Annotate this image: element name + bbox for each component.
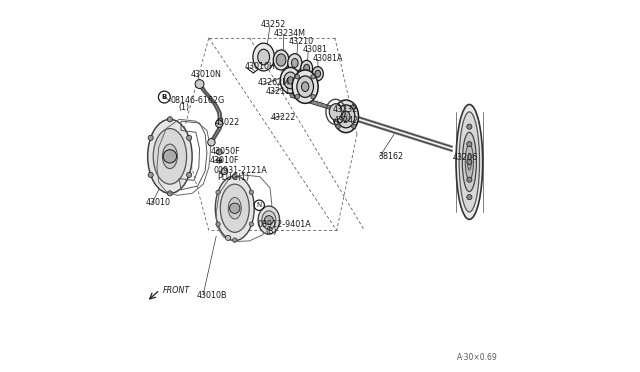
Ellipse shape (301, 60, 312, 76)
Ellipse shape (253, 43, 275, 71)
Circle shape (167, 117, 173, 122)
Circle shape (336, 124, 340, 128)
Ellipse shape (292, 70, 318, 103)
Text: 43010H: 43010H (244, 62, 275, 71)
Text: 08912-9401A: 08912-9401A (258, 220, 312, 229)
Ellipse shape (276, 54, 286, 66)
Circle shape (467, 195, 472, 200)
Circle shape (216, 149, 222, 155)
Text: B: B (162, 94, 167, 100)
Text: 43081: 43081 (303, 45, 328, 54)
Text: 43242: 43242 (333, 116, 359, 125)
Text: 43010F: 43010F (209, 156, 239, 165)
Circle shape (351, 104, 356, 109)
Circle shape (467, 159, 472, 164)
Circle shape (216, 190, 220, 195)
Circle shape (467, 124, 472, 129)
Text: (B): (B) (265, 227, 276, 236)
Ellipse shape (342, 111, 350, 122)
Ellipse shape (291, 58, 298, 67)
Circle shape (225, 235, 230, 240)
Ellipse shape (220, 184, 249, 232)
Text: 43234M: 43234M (274, 29, 306, 38)
Ellipse shape (467, 154, 471, 170)
Text: 43232: 43232 (333, 105, 358, 114)
Circle shape (264, 216, 273, 225)
Text: 43262M: 43262M (258, 78, 290, 87)
Text: 43010N: 43010N (191, 70, 222, 78)
Ellipse shape (459, 112, 479, 212)
Circle shape (232, 174, 237, 179)
Circle shape (216, 222, 220, 227)
Circle shape (163, 150, 177, 163)
Text: 43081A: 43081A (312, 54, 343, 62)
Circle shape (336, 104, 340, 109)
Text: PLUG(1): PLUG(1) (217, 173, 249, 182)
Ellipse shape (456, 105, 483, 219)
Ellipse shape (258, 206, 280, 234)
Ellipse shape (465, 144, 474, 180)
Circle shape (148, 135, 153, 140)
Ellipse shape (288, 54, 302, 72)
Circle shape (351, 124, 356, 128)
Circle shape (148, 172, 153, 177)
Ellipse shape (462, 132, 476, 192)
Ellipse shape (301, 82, 309, 92)
Text: 43210: 43210 (289, 37, 314, 46)
Circle shape (232, 238, 237, 242)
Ellipse shape (258, 49, 269, 65)
Circle shape (216, 120, 223, 128)
Text: (1): (1) (179, 103, 189, 112)
Text: 08146-6162G: 08146-6162G (171, 96, 225, 105)
Ellipse shape (297, 76, 314, 97)
Text: 43222: 43222 (270, 113, 296, 122)
Circle shape (208, 138, 215, 146)
Ellipse shape (273, 50, 289, 70)
Text: FRONT: FRONT (163, 286, 189, 295)
Circle shape (230, 203, 240, 214)
Ellipse shape (262, 211, 276, 230)
Circle shape (467, 177, 472, 182)
Circle shape (187, 135, 192, 140)
Ellipse shape (163, 144, 177, 169)
Circle shape (167, 191, 173, 196)
Circle shape (295, 74, 300, 79)
Circle shape (311, 94, 316, 99)
Text: 43010B: 43010B (197, 291, 227, 300)
Ellipse shape (312, 67, 323, 81)
Ellipse shape (280, 67, 301, 93)
Ellipse shape (215, 176, 254, 241)
Text: 38162: 38162 (378, 152, 404, 161)
Text: 43206: 43206 (452, 153, 477, 161)
Ellipse shape (228, 198, 241, 219)
Circle shape (221, 168, 228, 174)
Text: 43010: 43010 (146, 198, 171, 207)
Text: 00931-2121A: 00931-2121A (213, 166, 267, 175)
Circle shape (311, 74, 316, 79)
Text: 43050F: 43050F (211, 147, 240, 155)
Ellipse shape (287, 77, 293, 84)
Circle shape (249, 222, 253, 227)
Circle shape (295, 94, 300, 99)
Ellipse shape (315, 70, 321, 77)
Ellipse shape (148, 119, 192, 193)
Ellipse shape (333, 100, 358, 133)
Text: 43022: 43022 (214, 119, 239, 128)
Text: 43211: 43211 (266, 87, 291, 96)
Text: 43252: 43252 (260, 20, 286, 29)
Ellipse shape (337, 105, 355, 128)
Text: N: N (257, 202, 262, 208)
Circle shape (195, 80, 204, 89)
Ellipse shape (284, 72, 297, 89)
Ellipse shape (153, 129, 187, 184)
Circle shape (467, 141, 472, 147)
Circle shape (187, 172, 192, 177)
Circle shape (249, 190, 253, 195)
Ellipse shape (304, 64, 310, 72)
Ellipse shape (329, 104, 342, 120)
Text: A·30×0.69: A·30×0.69 (457, 353, 498, 362)
